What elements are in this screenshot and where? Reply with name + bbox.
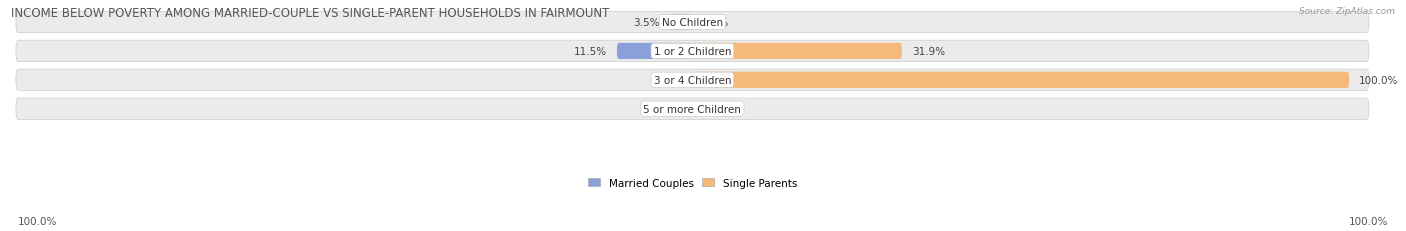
- Text: 3 or 4 Children: 3 or 4 Children: [654, 76, 731, 85]
- Text: No Children: No Children: [662, 18, 723, 28]
- Text: 100.0%: 100.0%: [1348, 216, 1388, 226]
- Text: 0.0%: 0.0%: [657, 76, 682, 85]
- FancyBboxPatch shape: [15, 99, 1369, 120]
- FancyBboxPatch shape: [669, 15, 692, 31]
- Text: 100.0%: 100.0%: [1360, 76, 1399, 85]
- FancyBboxPatch shape: [15, 12, 1369, 33]
- FancyBboxPatch shape: [617, 44, 692, 60]
- Text: 0.0%: 0.0%: [657, 104, 682, 114]
- Text: 0.0%: 0.0%: [702, 104, 728, 114]
- Text: Source: ZipAtlas.com: Source: ZipAtlas.com: [1299, 7, 1395, 16]
- Text: 100.0%: 100.0%: [18, 216, 58, 226]
- Legend: Married Couples, Single Parents: Married Couples, Single Parents: [586, 176, 799, 190]
- Text: INCOME BELOW POVERTY AMONG MARRIED-COUPLE VS SINGLE-PARENT HOUSEHOLDS IN FAIRMOU: INCOME BELOW POVERTY AMONG MARRIED-COUPL…: [11, 7, 610, 20]
- FancyBboxPatch shape: [692, 44, 901, 60]
- FancyBboxPatch shape: [692, 72, 1350, 88]
- Text: 5 or more Children: 5 or more Children: [644, 104, 741, 114]
- Text: 0.0%: 0.0%: [702, 18, 728, 28]
- Text: 3.5%: 3.5%: [633, 18, 659, 28]
- Text: 1 or 2 Children: 1 or 2 Children: [654, 47, 731, 57]
- Text: 11.5%: 11.5%: [574, 47, 607, 57]
- Text: 31.9%: 31.9%: [911, 47, 945, 57]
- FancyBboxPatch shape: [15, 41, 1369, 62]
- FancyBboxPatch shape: [15, 70, 1369, 91]
